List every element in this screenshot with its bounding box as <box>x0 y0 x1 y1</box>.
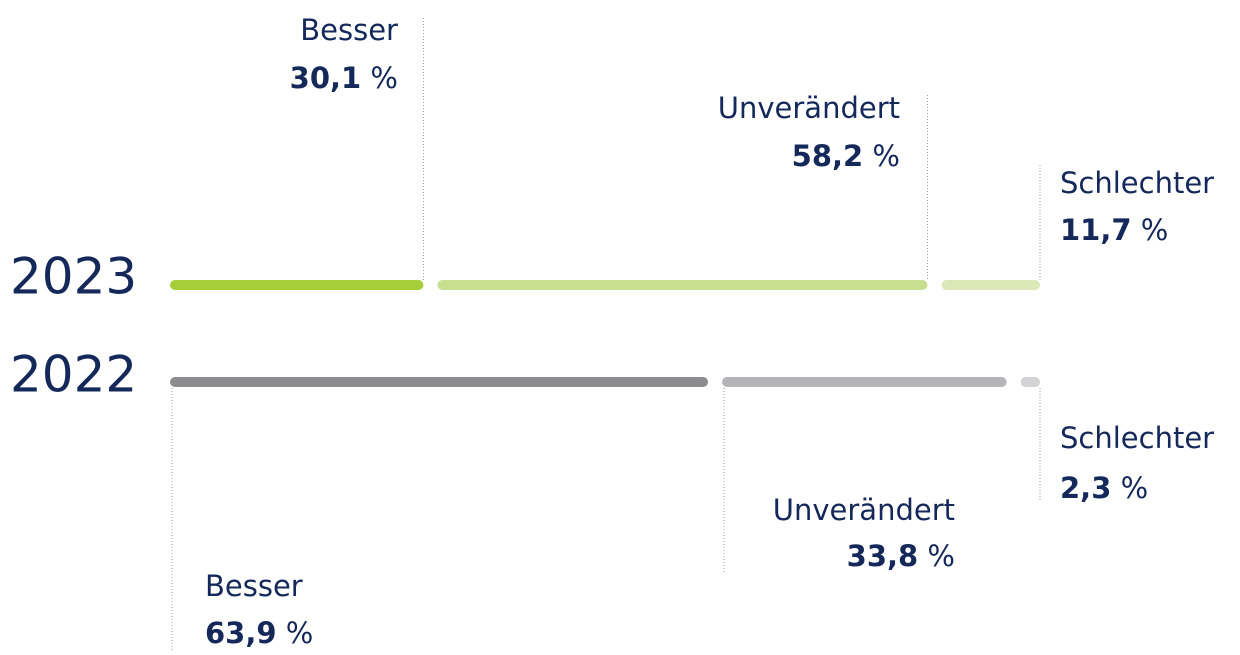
value-label: 30,1 % <box>290 61 398 95</box>
series-name: Unverändert <box>718 91 900 125</box>
series-name: Schlechter <box>1060 166 1214 200</box>
value-label: 2,3 % <box>1060 471 1148 505</box>
series-name: Unverändert <box>773 493 955 527</box>
value-label: 58,2 % <box>792 139 900 173</box>
value-label: 63,9 % <box>205 616 313 650</box>
year-label: 2023 <box>10 248 137 306</box>
value-label: 11,7 % <box>1060 213 1168 247</box>
series-name: Besser <box>300 13 398 47</box>
year-label: 2022 <box>10 346 137 404</box>
series-name: Besser <box>205 569 303 603</box>
series-name: Schlechter <box>1060 421 1214 455</box>
value-label: 33,8 % <box>847 539 955 573</box>
